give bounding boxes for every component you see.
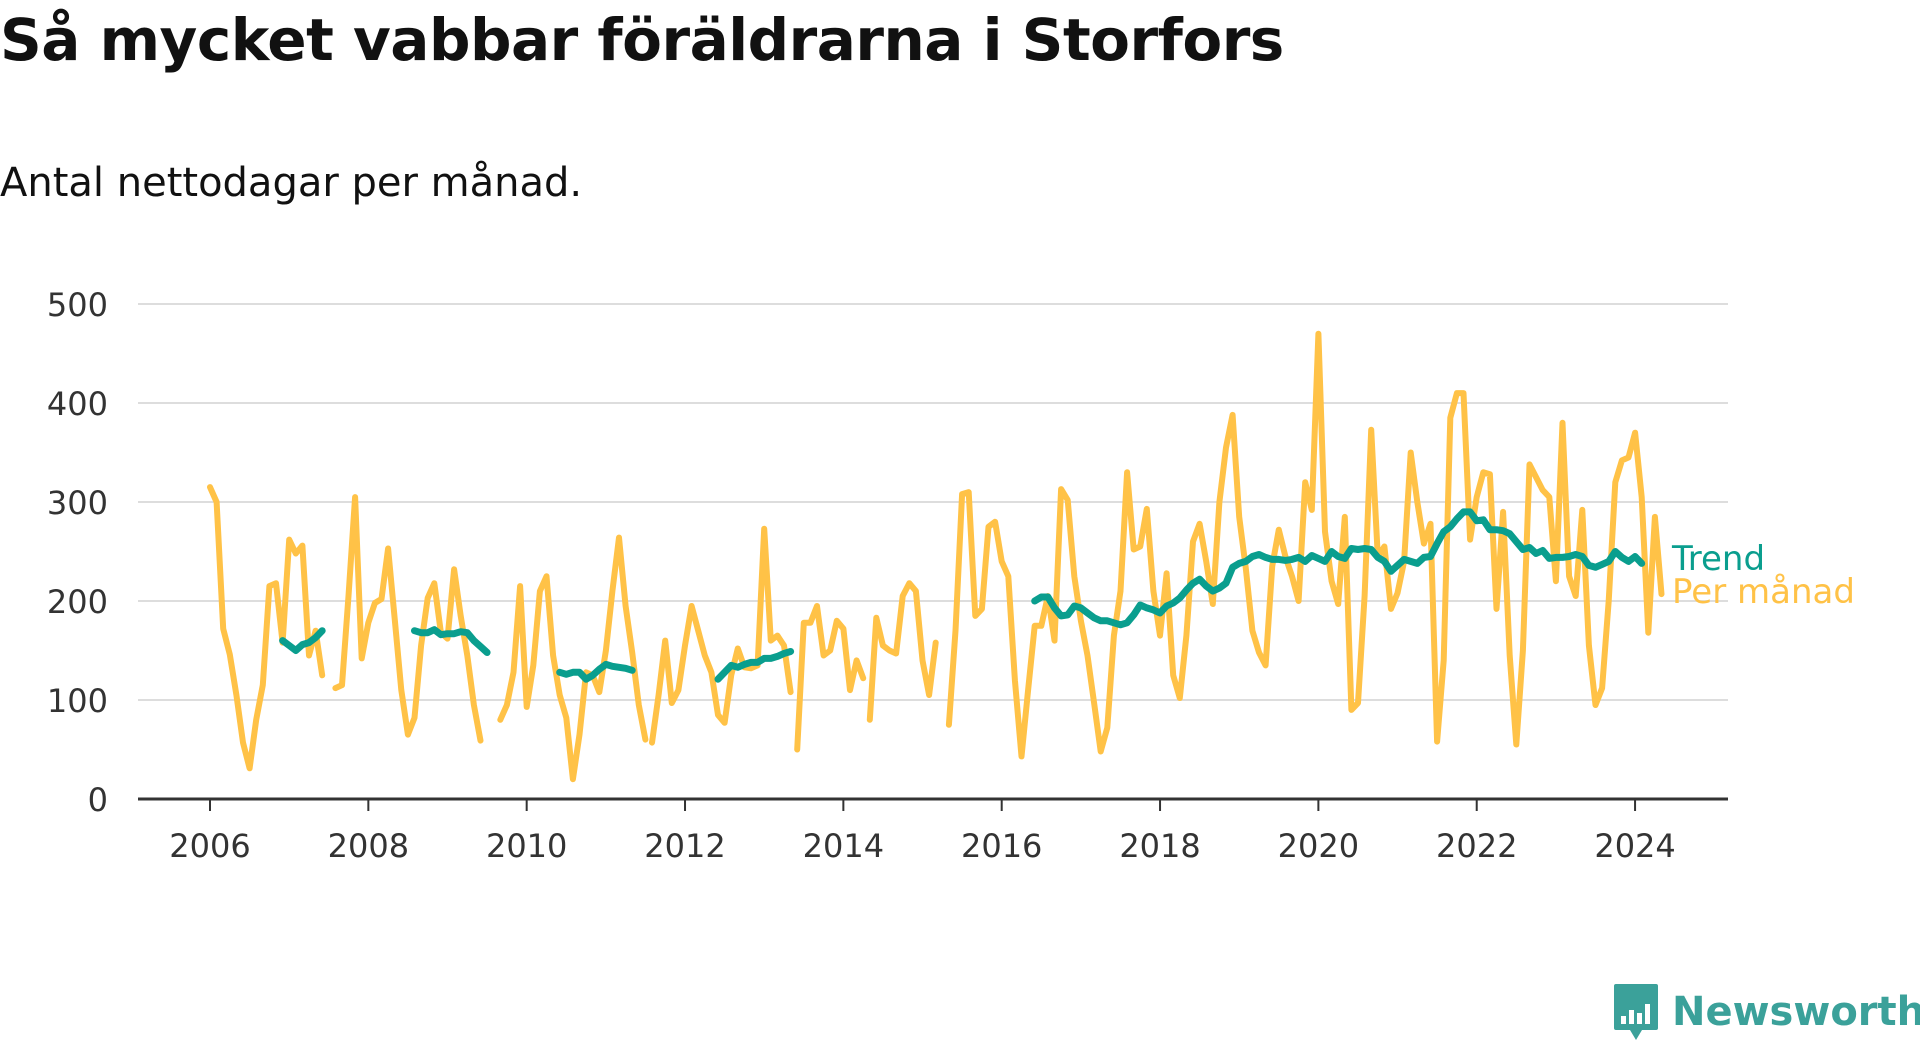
series-line-segment [649, 525, 794, 746]
chart-title: Så mycket vabbar föräldrarna i Storfors [0, 6, 1284, 74]
x-tick-label: 2018 [1119, 827, 1200, 865]
series-line-segment [556, 660, 636, 683]
series-label: Trend [1671, 539, 1765, 579]
series-line-segment [1031, 508, 1646, 629]
x-tick-label: 2022 [1436, 827, 1517, 865]
series-line-segment [279, 627, 326, 654]
x-tick-label: 2014 [803, 827, 884, 865]
brand-name: Newsworthy [1672, 989, 1920, 1035]
x-tick-label: 2024 [1594, 827, 1675, 865]
newsworthy-logo: Newsworthy [1612, 982, 1920, 1042]
series-line-segment [714, 648, 795, 683]
y-tick-label: 100 [47, 682, 108, 720]
series-line-segment [497, 534, 649, 783]
series-trend [279, 508, 1646, 683]
series-lines [207, 330, 1665, 783]
x-tick-label: 2012 [644, 827, 725, 865]
y-tick-label: 0 [88, 781, 108, 819]
y-tick-label: 500 [47, 286, 108, 324]
y-tick-label: 200 [47, 583, 108, 621]
x-tick-label: 2006 [169, 827, 250, 865]
series-line-segment [945, 330, 1665, 760]
x-tick-label: 2020 [1278, 827, 1359, 865]
series-line-segment [411, 626, 491, 656]
series-line-segment [207, 484, 326, 772]
y-tick-label: 400 [47, 385, 108, 423]
series-line-segment [794, 603, 867, 753]
series-per-m-nad [207, 330, 1665, 783]
axes: 0 100 200 300 400 500 2006 2008 2010 2012 2014 2016… [47, 286, 1728, 865]
chart-subtitle: Antal nettodagar per månad. [0, 160, 583, 206]
x-tick-label: 2016 [961, 827, 1042, 865]
bar-chart-icon [1614, 984, 1658, 1040]
series-line-segment [866, 580, 939, 723]
series-label: Per månad [1672, 572, 1855, 612]
y-tick-label: 300 [47, 484, 108, 522]
x-tick-label: 2008 [328, 827, 409, 865]
series-line-segment [332, 494, 484, 744]
x-tick-label: 2010 [486, 827, 567, 865]
